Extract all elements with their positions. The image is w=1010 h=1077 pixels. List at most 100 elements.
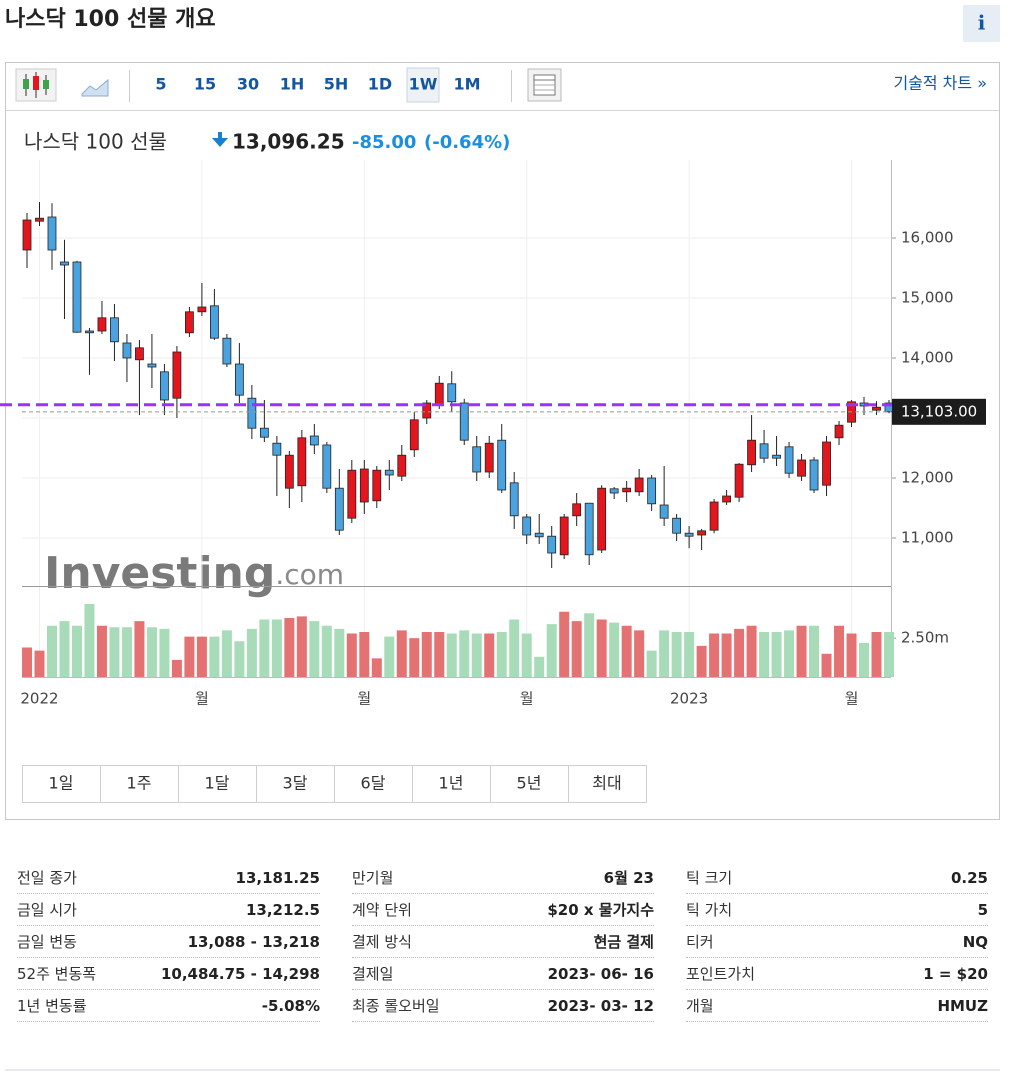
stat-label: 만기월 [352,869,394,887]
range-label[interactable]: 1년 [439,774,464,793]
stat-value: NQ [962,933,988,951]
candle-body [634,477,644,493]
range-label[interactable]: 1일 [49,774,74,793]
candle-body [709,501,719,531]
table-icon[interactable] [527,68,562,102]
candle-body [409,419,419,451]
stat-row-line [17,989,320,990]
x-tick-label: 2023 [670,690,708,708]
candle-body [772,454,781,459]
range-button[interactable] [256,765,335,803]
candle-body [35,217,44,222]
candle-body [509,482,519,517]
candle-body [135,347,144,361]
candle-body [297,437,307,487]
candle-body [347,469,357,519]
interval-button[interactable]: 5H [324,75,349,94]
y-tick-label: 11,000 [901,529,954,547]
candle-body [359,468,369,503]
candle-body [447,383,457,403]
range-button[interactable] [568,765,647,803]
candle-body [185,311,194,334]
stat-value: -5.08% [261,997,320,1015]
stat-label: 금일 변동 [17,933,77,951]
info-button[interactable] [963,5,1000,42]
range-label[interactable]: 6달 [361,774,386,793]
candle-body [622,487,632,493]
range-button[interactable] [100,765,179,803]
last-price-label: 13,103.00 [901,402,977,420]
candle-body [259,427,269,438]
quote-price: 13,096.25 [232,130,345,154]
stat-label: 티커 [686,933,714,951]
range-button[interactable] [22,765,101,803]
candle-body [822,441,831,486]
range-label[interactable]: 최대 [592,774,621,793]
stat-row-line [352,925,654,926]
interval-button[interactable]: 1H [280,75,305,94]
candle-body [534,532,544,538]
candle-body [784,446,794,474]
candle-body [334,487,344,531]
candle-body [684,532,694,537]
x-tick-label: 월 [357,690,371,708]
tech-chart-link[interactable]: 기술적 차트 » [893,74,987,93]
candle-body [110,317,119,343]
candle-body [372,469,382,502]
candle-body [697,530,707,536]
stat-value: 0.25 [950,869,988,887]
info-icon[interactable]: i [978,11,986,35]
line-icon[interactable] [81,78,109,97]
stat-row-line [352,957,654,958]
interval-button[interactable]: 1D [368,75,392,94]
range-label[interactable]: 1달 [205,774,230,793]
candle-body [85,330,94,334]
stat-value: HMUZ [937,997,988,1015]
interval-button[interactable]: 1M [453,75,480,94]
stat-row-line [686,957,988,958]
candle-icon[interactable] [15,68,57,102]
candle-body [484,442,494,473]
vol-tick-label: 2.50m [901,629,949,647]
down-arrow [212,132,228,147]
range-label[interactable]: 1주 [127,774,152,793]
x-tick-label: 월 [520,690,534,708]
candle-body [672,517,682,534]
candle-body [397,454,407,477]
candle-body [572,503,582,517]
candle-body [322,444,332,489]
candle-body [222,337,232,365]
stat-value: $20 x 물가지수 [547,901,654,919]
candle-body [197,306,207,313]
candle-body [747,439,756,466]
candle-body [522,516,532,536]
range-label[interactable]: 5년 [517,774,542,793]
interval-button[interactable]: 15 [194,75,216,94]
candle-body [60,261,69,266]
interval-button[interactable]: 1W [409,75,438,94]
candle-body [97,317,107,332]
range-button[interactable] [490,765,569,803]
range-button[interactable] [412,765,491,803]
interval-button[interactable]: 5 [155,75,166,94]
stat-row-line [686,989,988,990]
range-label[interactable]: 3달 [283,774,308,793]
range-button[interactable] [334,765,413,803]
stat-value: 13,181.25 [235,869,320,887]
bottom-rule [5,1069,1000,1071]
stat-label: 최종 롤오버일 [352,997,440,1015]
candle-body [497,439,507,491]
stat-row-line [17,925,320,926]
candle-body [72,261,82,333]
candle-body [722,495,731,503]
candle-body [434,382,444,405]
interval-button[interactable]: 30 [237,75,259,94]
y-tick-label: 14,000 [901,349,954,367]
watermark-suffix: .com [275,558,344,591]
stat-value: 현금 결제 [593,933,654,951]
candle-body [47,216,57,251]
candle-body [172,351,182,399]
stat-label: 틱 가치 [686,901,733,919]
y-tick-label: 16,000 [901,229,954,247]
